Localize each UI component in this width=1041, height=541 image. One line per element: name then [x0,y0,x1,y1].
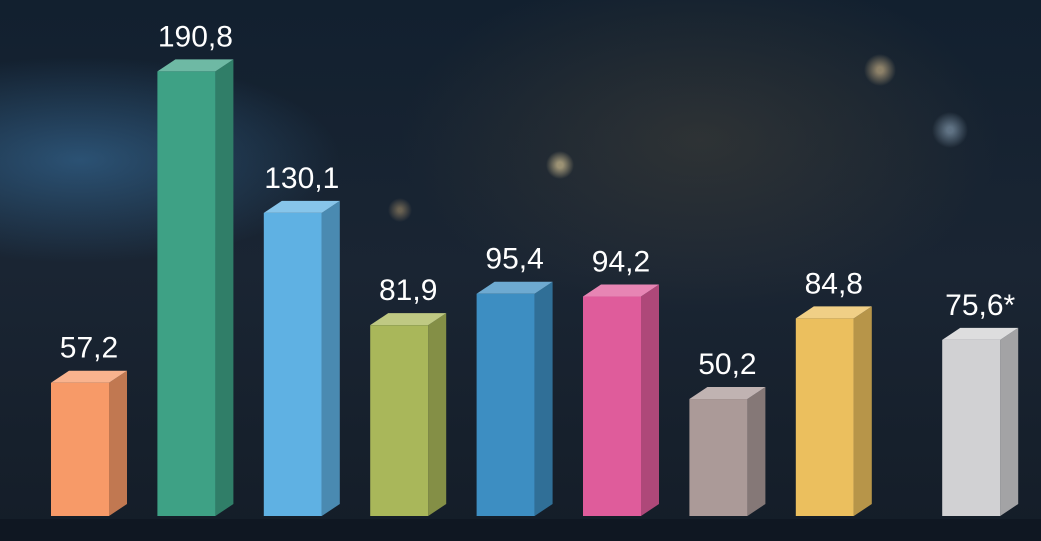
bar-side [428,313,446,516]
bar [477,294,535,516]
chart-background: 57,2 190,8 130,1 81,9 95,4 94,2 50,2 84,8 75,6* [0,0,1041,541]
value-label: 95,4 [485,243,543,276]
value-label: 190,8 [158,20,233,53]
bar [942,340,1000,516]
bar [689,399,747,516]
bar-side [109,371,127,516]
bar [157,71,215,516]
bar [51,383,109,516]
bar-side [215,59,233,516]
bar-side [854,306,872,516]
value-label: 94,2 [592,246,650,279]
chart: 57,2 190,8 130,1 81,9 95,4 94,2 50,2 84,8 75,6* [0,0,1041,541]
value-label: 75,6* [945,289,1015,322]
bar-side [1000,328,1018,516]
value-label: 84,8 [805,267,863,300]
bar [370,325,428,516]
bar [264,213,322,516]
bar-side [535,282,553,516]
value-label: 50,2 [698,348,756,381]
bar-side [747,387,765,516]
value-label: 57,2 [60,332,118,365]
value-label: 81,9 [379,274,437,307]
bar-side [641,285,659,516]
floor-strip [0,519,1041,541]
value-label: 130,1 [264,162,339,195]
bar [796,318,854,516]
bar [583,297,641,516]
bar-side [322,201,340,516]
